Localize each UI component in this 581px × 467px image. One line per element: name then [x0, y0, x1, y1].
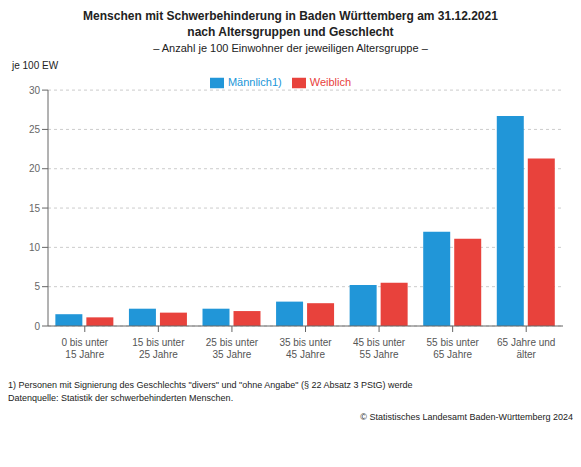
- svg-text:20: 20: [29, 163, 41, 174]
- svg-text:15: 15: [29, 203, 41, 214]
- svg-text:0: 0: [34, 321, 40, 332]
- svg-text:35 bis unter45 Jahre: 35 bis unter45 Jahre: [279, 337, 332, 360]
- html-text:Datenquelle: Statistik der sch: Datenquelle: Statistik der schwerbehinde…: [8, 393, 234, 403]
- html-text:1) Personen mit Signierung des: 1) Personen mit Signierung des Geschlech…: [8, 380, 413, 390]
- svg-text:25: 25: [29, 124, 41, 135]
- svg-text:15 bis unter25 Jahre: 15 bis unter25 Jahre: [132, 337, 185, 360]
- html-text:– Anzahl je 100 Einwohner der: – Anzahl je 100 Einwohner der jeweiligen…: [153, 42, 428, 54]
- html-text:Männlich1): Männlich1): [227, 76, 282, 88]
- svg-text:55 bis unter65 Jahre: 55 bis unter65 Jahre: [427, 337, 480, 360]
- html-text:Weiblich: Weiblich: [309, 76, 352, 88]
- svg-text:0 bis unter15 Jahre: 0 bis unter15 Jahre: [61, 337, 108, 360]
- svg-text:30: 30: [29, 85, 41, 96]
- html-text:© Statistisches Landesamt Bade: © Statistisches Landesamt Baden-Württemb…: [360, 412, 573, 422]
- html-text:Menschen mit Schwerbehinderung: Menschen mit Schwerbehinderung in Baden …: [83, 9, 498, 39]
- svg-text:45 bis unter55 Jahre: 45 bis unter55 Jahre: [353, 337, 406, 360]
- svg-text:5: 5: [34, 281, 40, 292]
- svg-text:10: 10: [29, 242, 41, 253]
- svg-text:25 bis unter35 Jahre: 25 bis unter35 Jahre: [206, 337, 259, 360]
- svg-text:65 Jahre undälter: 65 Jahre undälter: [497, 337, 555, 360]
- html-text:je 100 EW: je 100 EW: [12, 60, 59, 71]
